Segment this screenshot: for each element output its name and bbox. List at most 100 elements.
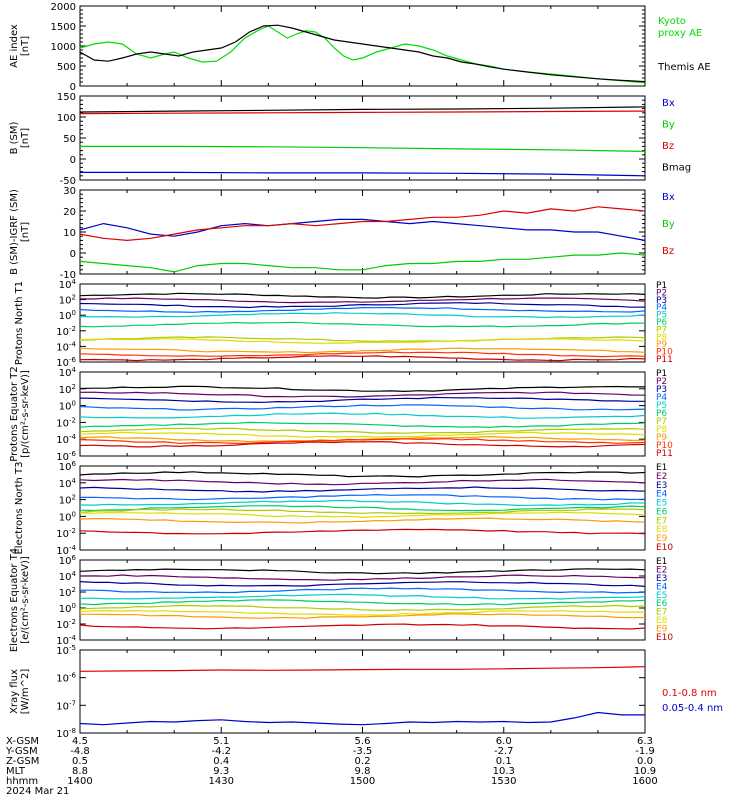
series-line-by [80, 145, 646, 152]
series-line-p2 [79, 297, 646, 304]
y-tick-label: 10-6 [56, 672, 76, 685]
y-tick-label: 10-2 [56, 527, 76, 540]
panel-frame-1 [79, 5, 646, 87]
y-tick-label: 10-8 [56, 727, 76, 740]
legend-e6: E6 [656, 507, 668, 517]
series-line-p6 [79, 321, 646, 328]
x-axis-value: 4.5 [72, 736, 88, 747]
y-tick-label: 100 [59, 602, 76, 615]
x-axis-value: -4.2 [211, 746, 231, 757]
y-tick-label: 0 [70, 249, 76, 260]
legend-p2: P2 [656, 288, 667, 298]
series-line-p1 [79, 385, 645, 393]
series-line-e3 [79, 486, 646, 493]
legend-bz: Bz [662, 141, 674, 152]
legend-e7: E7 [656, 608, 667, 618]
legend-e3: E3 [656, 574, 667, 584]
x-axis-value: 6.3 [637, 736, 653, 747]
y-axis-title: Xray flux[W/m^2] [9, 669, 31, 715]
legend-by: By [662, 120, 675, 131]
y-tick-label: 104 [59, 477, 77, 490]
x-axis-value: -2.7 [494, 746, 514, 757]
legend-e10: E10 [656, 633, 673, 643]
x-axis-value: 1400 [67, 776, 92, 787]
series-line-e10 [79, 623, 646, 630]
y-tick-label: 100 [59, 510, 76, 523]
x-axis-value: 0.5 [72, 756, 88, 767]
legend-e3: E3 [656, 481, 667, 491]
series-line-bz [79, 110, 646, 115]
x-axis-value: 10.3 [493, 766, 515, 777]
y-tick-label: 1500 [51, 22, 76, 33]
x-axis-value: 5.6 [355, 736, 371, 747]
x-axis-row-label: Y-GSM [5, 746, 38, 757]
legend-p4: P4 [656, 303, 667, 313]
legend-e5: E5 [656, 591, 667, 601]
series-line-e2 [79, 574, 646, 581]
x-axis-value: -4.8 [70, 746, 90, 757]
y-axis-title: Electrons North T3 [14, 461, 25, 554]
series-line-p11 [79, 441, 646, 448]
series-line-bx [79, 218, 646, 241]
series-line-e5 [79, 499, 646, 507]
legend-e1: E1 [656, 463, 667, 473]
x-axis-value: 1600 [632, 776, 657, 787]
series-line-p10 [79, 438, 646, 445]
legend-e2: E2 [656, 565, 667, 575]
series-line-p10 [79, 351, 646, 358]
x-axis-row-label: MLT [6, 766, 26, 777]
series-line-p7 [79, 427, 646, 434]
legend-by: By [662, 219, 675, 230]
legend-p7: P7 [656, 325, 667, 335]
legend-e10: E10 [656, 543, 673, 553]
legend-bmag: Bmag [662, 163, 691, 174]
y-tick-label: -50 [60, 176, 76, 187]
x-axis-value: 0.0 [637, 756, 653, 767]
y-tick-label: 102 [59, 586, 76, 599]
series-line-p11 [79, 355, 646, 362]
x-axis-value: 6.0 [496, 736, 512, 747]
series-line-e7 [79, 604, 646, 611]
series-line-0-1-0-8-nm [79, 666, 646, 672]
y-tick-label: 50 [63, 134, 76, 145]
series-line-p2 [79, 391, 646, 398]
legend-p9: P9 [656, 433, 667, 443]
legend-p6: P6 [656, 409, 667, 419]
series-line-e2 [79, 478, 646, 486]
legend-p7: P7 [656, 417, 667, 427]
y-tick-label: 10-2 [56, 618, 76, 631]
series-line-p9 [79, 347, 646, 354]
legend-p10: P10 [656, 441, 673, 451]
x-axis-value: 9.8 [355, 766, 371, 777]
series-line-e8 [79, 511, 646, 519]
y-tick-label: 106 [59, 554, 77, 567]
y-tick-label: 0 [70, 82, 76, 93]
legend-p4: P4 [656, 393, 667, 403]
y-tick-label: 2000 [51, 2, 76, 13]
y-tick-label: 104 [59, 366, 77, 379]
legend-p5: P5 [656, 311, 667, 321]
legend-p1: P1 [656, 281, 667, 291]
y-tick-label: 100 [57, 113, 76, 124]
legend-xray-short: 0.05-0.4 nm [662, 703, 723, 714]
x-axis-value: 0.4 [213, 756, 229, 767]
y-tick-label: 10-4 [56, 340, 76, 353]
legend-p8: P8 [656, 333, 667, 343]
y-tick-label: 1000 [51, 42, 76, 53]
legend-p8: P8 [656, 425, 667, 435]
legend-p11: P11 [656, 355, 673, 365]
series-line-e4 [80, 587, 646, 594]
x-axis-value: 10.9 [634, 766, 656, 777]
series-line-p4 [79, 306, 646, 313]
legend-themis-ae: Themis AE [657, 62, 711, 73]
y-tick-label: 10 [63, 228, 76, 239]
y-tick-label: 10-4 [56, 544, 76, 557]
series-line-p5 [79, 412, 646, 419]
series-line-e10 [79, 528, 646, 535]
legend-e4: E4 [656, 490, 668, 500]
y-tick-label: 30 [63, 186, 76, 197]
y-axis-title: Electrons Equator T4[e/(cm²-s-sr-keV)] [9, 548, 31, 652]
series-line-e3 [79, 581, 646, 587]
y-tick-label: 10-7 [56, 699, 76, 712]
